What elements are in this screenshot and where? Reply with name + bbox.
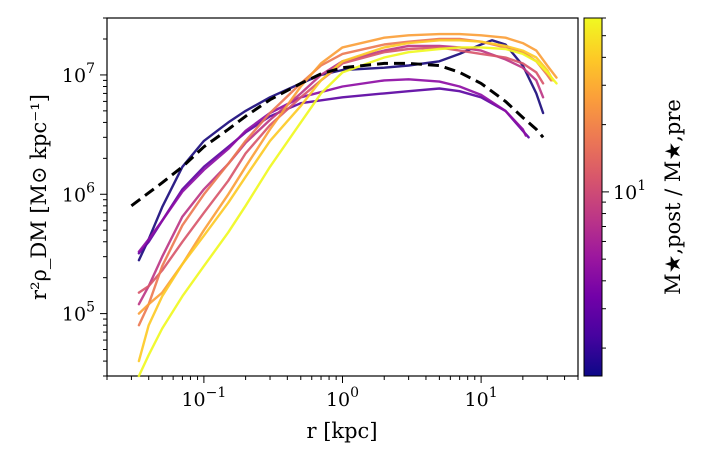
series-line-8 bbox=[137, 39, 555, 363]
series-line-3 bbox=[137, 78, 527, 253]
x-tick-label-exponent: 0 bbox=[350, 385, 359, 401]
series-line-9 bbox=[137, 46, 558, 378]
y-tick-label-base: 10 bbox=[62, 184, 86, 206]
x-axis-label: r [kpc] bbox=[306, 419, 377, 443]
y-tick-label-exponent: 7 bbox=[86, 61, 95, 77]
x-tick-label: 10−1 bbox=[181, 385, 226, 411]
series-layer bbox=[130, 32, 558, 378]
x-tick-label: 100 bbox=[326, 385, 359, 411]
y-axis-label: r²ρ_DM [M⊙ kpc⁻¹] bbox=[27, 94, 51, 300]
y-tick-label: 106 bbox=[62, 180, 95, 206]
colorbar-label: M★,post / M★,pre bbox=[661, 99, 685, 295]
y-tick-label: 107 bbox=[62, 61, 95, 87]
x-tick-label: 101 bbox=[465, 385, 498, 411]
colorbar-axis: 101 bbox=[602, 17, 646, 349]
series-line-2 bbox=[137, 87, 530, 255]
x-tick-label-base: 10 bbox=[326, 389, 350, 411]
series-line-6 bbox=[137, 37, 553, 327]
x-tick-label-base: 10 bbox=[465, 389, 489, 411]
colorbar-tick-label: 101 bbox=[613, 178, 646, 204]
colorbar-tick-label-base: 10 bbox=[613, 182, 637, 204]
colorbar bbox=[583, 17, 603, 377]
y-tick-label-base: 10 bbox=[62, 65, 86, 87]
x-axis: 10−1 100 101 bbox=[106, 376, 579, 411]
y-tick-label-exponent: 5 bbox=[86, 300, 95, 316]
x-tick-label-exponent: −1 bbox=[206, 385, 227, 401]
y-tick-label-base: 10 bbox=[62, 304, 86, 326]
colorbar-tick-label-exponent: 1 bbox=[637, 178, 646, 194]
reference-dashed-line bbox=[130, 61, 545, 207]
y-tick-label-exponent: 6 bbox=[86, 180, 95, 196]
x-tick-label-exponent: 1 bbox=[489, 385, 498, 401]
x-tick-label-base: 10 bbox=[181, 389, 205, 411]
y-tick-label: 105 bbox=[62, 300, 95, 326]
